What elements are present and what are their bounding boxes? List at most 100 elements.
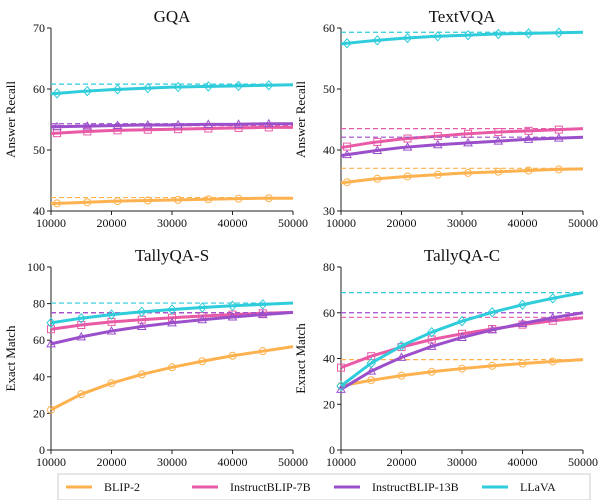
data-point-blip-2: [488, 361, 497, 370]
y-axis-label: Answer Recall: [293, 81, 308, 158]
x-tick-label: 30000: [447, 216, 477, 230]
series-line-instructblip-13b: [340, 311, 584, 391]
data-point-llava: [457, 315, 467, 327]
subplot-textvqa: TextVQA Answer Recall 30 40 50 60 10000 20000 30…: [293, 7, 598, 230]
legend-label: BLIP-2: [104, 480, 140, 494]
data-point-blip-2: [524, 166, 533, 175]
data-point-blip-2: [403, 172, 412, 181]
series-line-llava: [340, 30, 584, 46]
data-point-blip-2: [433, 170, 442, 179]
data-point-blip-2: [204, 195, 213, 204]
data-point-blip-2: [137, 370, 146, 379]
data-point-blip-2: [494, 167, 503, 176]
data-point-blip-2: [518, 359, 527, 368]
data-point-instructblip-13b: [76, 331, 87, 341]
x-tick-label: 50000: [568, 216, 598, 230]
data-point-llava: [523, 28, 534, 39]
data-point-blip-2: [77, 390, 86, 399]
y-tick-label: 40: [323, 352, 335, 366]
data-point-llava: [143, 82, 153, 94]
legend: BLIP-2 InstructBLIP-7B InstructBLIP-13B LLa…: [57, 473, 591, 500]
data-point-llava: [203, 81, 213, 92]
data-point-instructblip-13b: [227, 311, 238, 321]
data-point-instructblip-13b: [46, 338, 56, 348]
y-tick-label: 50: [323, 82, 335, 96]
data-point-llava: [46, 317, 56, 329]
series-line-instructblip-7b: [340, 127, 584, 150]
x-tick-label: 50000: [278, 455, 308, 469]
y-axis-label: Exract Match: [293, 323, 308, 394]
x-tick-label: 30000: [157, 216, 187, 230]
data-point-llava: [197, 302, 207, 313]
y-tick-label: 20: [323, 397, 335, 411]
data-point-instructblip-7b: [77, 321, 86, 330]
data-point-instructblip-13b: [82, 121, 93, 130]
data-point-instructblip-13b: [197, 314, 208, 324]
data-point-llava: [427, 326, 437, 338]
subplot-tallyqa-s: TallyQA-S Exact Match 0 20 40 60 80 100 10000 200…: [3, 246, 308, 469]
data-point-llava: [396, 340, 407, 352]
data-point-instructblip-7b: [403, 134, 412, 143]
data-point-llava: [106, 309, 117, 320]
data-point-llava: [487, 307, 497, 318]
data-point-llava: [433, 31, 443, 42]
data-point-llava: [336, 380, 346, 392]
series-line-blip-2: [340, 167, 584, 185]
data-point-instructblip-7b: [464, 129, 473, 138]
x-tick-label: 40000: [508, 455, 538, 469]
data-point-instructblip-13b: [553, 133, 564, 142]
subplot-title: GQA: [154, 7, 192, 26]
x-tick-label: 30000: [157, 455, 187, 469]
data-point-blip-2: [548, 357, 557, 366]
y-tick-label: 60: [33, 333, 45, 347]
y-tick-label: 30: [323, 204, 335, 218]
data-point-instructblip-13b: [487, 324, 498, 334]
subplot-gqa: GQA Answer Recall 40 50 60 70 10000 20000 30000 4…: [3, 7, 308, 230]
data-point-llava: [227, 300, 238, 312]
data-point-instructblip-7b: [554, 125, 563, 134]
x-tick-label: 20000: [387, 216, 417, 230]
y-tick-label: 60: [33, 82, 45, 96]
data-point-instructblip-13b: [106, 326, 117, 335]
data-point-instructblip-13b: [173, 119, 183, 129]
x-tick-label: 10000: [326, 455, 356, 469]
x-tick-label: 50000: [568, 455, 598, 469]
data-point-instructblip-13b: [203, 119, 214, 128]
data-point-blip-2: [554, 165, 563, 174]
data-point-instructblip-13b: [523, 134, 534, 143]
legend-label: InstructBLIP-7B: [230, 480, 311, 494]
data-point-llava: [76, 312, 86, 324]
series-line-instructblip-7b: [50, 125, 293, 136]
x-tick-label: 10000: [36, 455, 66, 469]
data-point-instructblip-13b: [233, 119, 244, 128]
x-tick-label: 40000: [218, 455, 248, 469]
subplot-title: TallyQA-S: [135, 246, 209, 265]
series-line-llava: [50, 301, 294, 325]
data-point-instructblip-13b: [517, 318, 528, 328]
data-point-instructblip-7b: [433, 132, 442, 141]
data-point-instructblip-13b: [112, 120, 123, 129]
data-point-blip-2: [464, 168, 473, 177]
x-tick-label: 50000: [278, 216, 308, 230]
subplot-title: TallyQA-C: [424, 246, 500, 265]
data-point-instructblip-13b: [493, 136, 504, 145]
data-point-instructblip-7b: [367, 352, 376, 361]
data-point-blip-2: [258, 347, 267, 356]
data-point-llava: [342, 37, 352, 49]
y-tick-label: 40: [33, 370, 45, 384]
data-point-instructblip-13b: [263, 118, 274, 128]
series-line-llava: [340, 291, 584, 388]
data-point-blip-2: [343, 178, 352, 187]
data-point-llava: [173, 81, 183, 93]
data-point-llava: [258, 299, 268, 310]
y-tick-label: 50: [33, 143, 45, 157]
y-tick-label: 0: [39, 443, 45, 457]
y-tick-label: 70: [33, 21, 45, 35]
data-point-instructblip-13b: [463, 137, 473, 147]
data-point-blip-2: [458, 364, 466, 373]
data-point-instructblip-7b: [524, 126, 533, 135]
x-tick-label: 40000: [218, 216, 248, 230]
y-tick-label: 40: [323, 143, 335, 157]
y-axis-label: Exact Match: [3, 325, 18, 392]
